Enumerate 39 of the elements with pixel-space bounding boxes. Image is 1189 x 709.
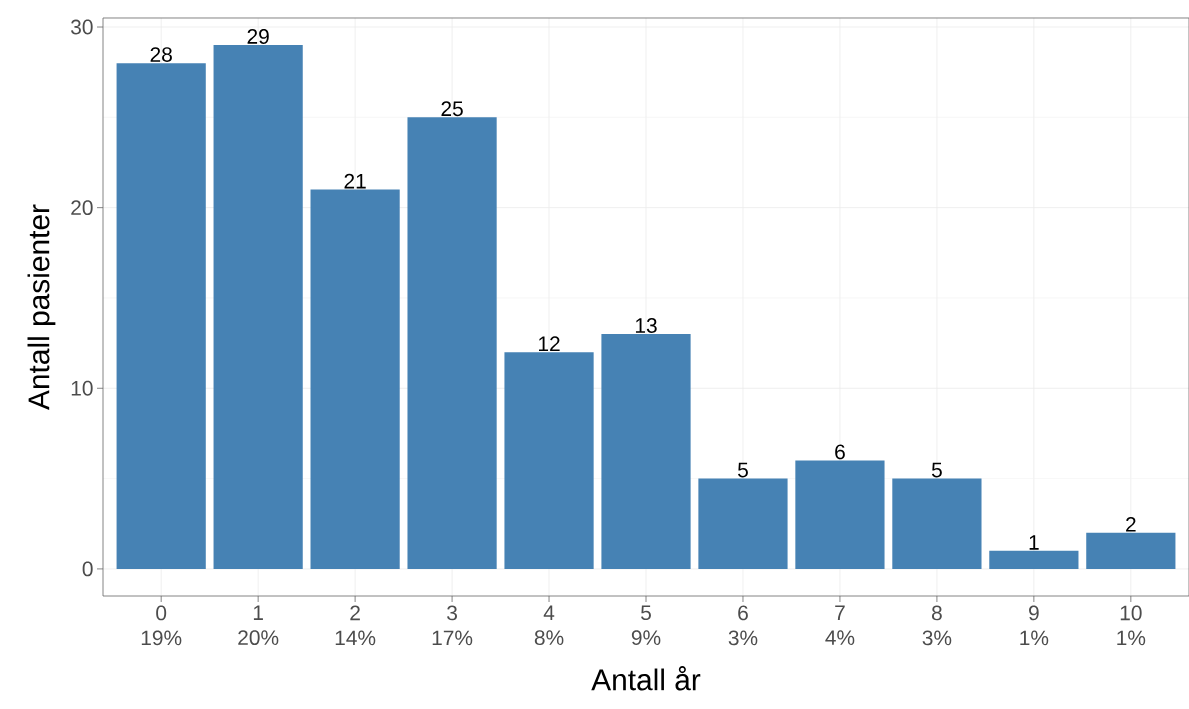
bar [795, 460, 885, 569]
x-axis-title: Antall år [591, 666, 701, 691]
y-tick-label: 0 [82, 561, 93, 577]
data-label: 6 [835, 444, 845, 460]
data-label: 1 [1029, 535, 1039, 550]
x-tick-label: 10 1% [1117, 605, 1146, 646]
y-axis-title: Antall pasienter [27, 204, 56, 410]
data-label: 13 [635, 318, 657, 333]
x-tick-label: 4 8% [534, 605, 564, 646]
data-label: 5 [931, 462, 942, 478]
data-label: 29 [247, 29, 269, 44]
y-tick-label: 10 [71, 380, 93, 396]
x-tick-label: 1 20% [238, 605, 279, 646]
x-tick-label: 7 4% [825, 605, 855, 645]
bar [310, 189, 400, 569]
data-label: 25 [441, 101, 463, 117]
bar [407, 117, 497, 569]
bar [892, 478, 982, 569]
bar [698, 478, 788, 569]
data-label: 28 [150, 47, 172, 62]
data-label: 5 [738, 462, 748, 478]
x-tick-label: 0 19% [141, 605, 182, 646]
x-tick-label: 9 1% [1020, 605, 1049, 646]
x-tick-label: 5 9% [631, 605, 661, 646]
x-tick-label: 3 17% [432, 605, 473, 646]
bar [116, 63, 206, 569]
y-tick-label: 20 [71, 200, 93, 216]
bar [1086, 532, 1176, 569]
bar [504, 352, 594, 569]
data-label: 12 [539, 336, 560, 351]
x-tick-label: 6 3% [728, 605, 758, 646]
bar [601, 334, 691, 569]
x-tick-label: 2 14% [335, 605, 376, 646]
bar [989, 550, 1079, 569]
y-tick-label: 30 [71, 19, 93, 35]
data-label: 21 [344, 173, 366, 189]
data-label: 2 [1126, 516, 1136, 532]
x-tick-label: 8 3% [922, 605, 952, 646]
bar [213, 45, 303, 569]
